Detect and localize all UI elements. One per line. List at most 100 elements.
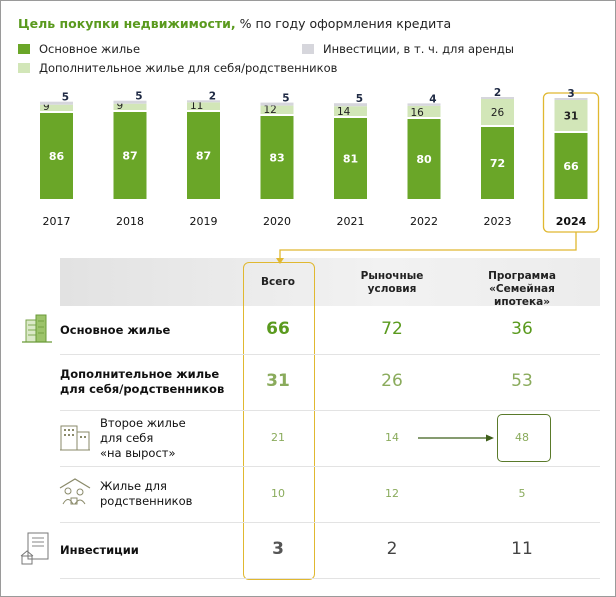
- bar-main-2021: [334, 118, 367, 199]
- highlight-total-column: [243, 262, 315, 580]
- bar-label-additional-2018: 9: [117, 100, 124, 112]
- table-cell: 48: [515, 430, 529, 444]
- table-cell: 26: [381, 370, 403, 391]
- legend-swatch-additional: [18, 63, 30, 73]
- x-tick-2021: 2021: [337, 215, 365, 228]
- bar-investments-2018: [113, 100, 147, 104]
- bar-additional-2024: [554, 100, 588, 131]
- row-label: Жилье для родственников: [100, 479, 193, 508]
- bar-label-main-2024: 66: [563, 160, 579, 173]
- legend-label-main: Основное жилье: [39, 42, 141, 56]
- x-tick-2024: 2024: [556, 215, 587, 228]
- bar-investments-2020: [260, 102, 294, 106]
- bar-main-2020: [260, 116, 294, 199]
- bar-investments-2021: [334, 103, 367, 107]
- bar-label-investments-2022: 4: [429, 93, 436, 105]
- apartment-block-icon: [58, 420, 92, 456]
- table-cell: 66: [266, 318, 290, 339]
- row-label: Инвестиции: [60, 542, 139, 557]
- x-tick-2020: 2020: [263, 215, 291, 228]
- contract-house-icon: [18, 530, 52, 570]
- table-cell: 53: [511, 370, 533, 391]
- legend-item-main-housing: Основное жилье: [18, 42, 140, 56]
- bar-label-additional-2019: 11: [190, 100, 203, 112]
- row-label: Второе жилье для себя «на вырост»: [100, 415, 186, 460]
- table-cell: 72: [381, 318, 403, 339]
- legend-item-additional-housing: Дополнительное жилье для себя/родственни…: [18, 61, 337, 75]
- x-tick-2018: 2018: [116, 215, 144, 228]
- bar-main-2019: [187, 112, 220, 199]
- table-cell: 10: [271, 486, 285, 500]
- column-header-1: Рыночные условия: [360, 270, 424, 295]
- column-header-2: Программа «Семейная ипотека»: [488, 270, 556, 308]
- bar-label-additional-2023: 26: [491, 107, 505, 119]
- table-cell: 5: [518, 486, 526, 500]
- chart-title-rest: % по году оформления кредита: [235, 16, 452, 31]
- table-cell: 31: [266, 370, 290, 391]
- bar-main-2022: [407, 119, 441, 199]
- bar-label-main-2021: 81: [343, 153, 358, 166]
- x-tick-2017: 2017: [43, 215, 71, 228]
- bar-label-additional-2017: 9: [43, 101, 50, 113]
- table-cell: 2: [386, 538, 398, 559]
- table-cell: 3: [272, 538, 284, 559]
- highlight-box-2024: [542, 92, 600, 233]
- legend-swatch-main: [18, 44, 30, 54]
- row-divider: [60, 578, 600, 579]
- bar-main-2018: [113, 112, 147, 199]
- bar-additional-2017: [40, 104, 73, 111]
- buildings-icon: [20, 312, 54, 348]
- bar-additional-2020: [260, 105, 294, 114]
- x-tick-2023: 2023: [484, 215, 512, 228]
- bar-label-main-2023: 72: [490, 157, 505, 170]
- bar-additional-2019: [187, 102, 220, 110]
- bar-label-additional-2022: 16: [411, 107, 425, 119]
- bar-main-2024: [554, 133, 588, 199]
- legend-label-investments: Инвестиции, в т. ч. для аренды: [323, 42, 514, 56]
- bar-additional-2018: [113, 103, 147, 110]
- row-divider: [60, 354, 600, 355]
- bar-investments-2019: [187, 100, 220, 103]
- table-header-band: [60, 258, 600, 306]
- legend-swatch-investments: [302, 44, 314, 54]
- row-divider: [60, 522, 600, 523]
- bar-label-main-2020: 83: [269, 152, 284, 165]
- chart-title-accent: Цель покупки недвижимости,: [18, 16, 236, 31]
- table-cell: 21: [271, 430, 285, 444]
- bar-additional-2023: [481, 99, 514, 125]
- connector-arrow: [276, 232, 577, 264]
- bar-main-2017: [40, 113, 73, 199]
- legend-label-additional: Дополнительное жилье для себя/родственни…: [39, 61, 338, 75]
- bar-additional-2021: [334, 106, 367, 116]
- bar-label-additional-2024: 31: [564, 111, 579, 123]
- bar-investments-2024: [554, 98, 588, 100]
- bar-label-main-2017: 86: [49, 150, 65, 163]
- chart-title: Цель покупки недвижимости, % по году офо…: [18, 16, 451, 31]
- row-label: Дополнительное жилье для себя/родственни…: [60, 367, 225, 396]
- bar-label-main-2022: 80: [416, 153, 432, 166]
- family-house-icon: [58, 476, 92, 512]
- column-header-0: Всего: [260, 276, 296, 288]
- legend-item-investments: Инвестиции, в т. ч. для аренды: [302, 42, 514, 56]
- x-tick-2019: 2019: [190, 215, 218, 228]
- bar-label-investments-2021: 5: [356, 93, 363, 105]
- table-cell: 36: [511, 318, 533, 339]
- row-label: Основное жилье: [60, 322, 171, 337]
- row-divider: [60, 466, 600, 467]
- bar-label-investments-2017: 5: [62, 92, 69, 104]
- bar-label-main-2019: 87: [196, 150, 211, 163]
- highlight-box-48: [497, 414, 551, 462]
- bar-investments-2023: [481, 97, 514, 99]
- bar-label-investments-2024: 3: [567, 88, 574, 100]
- bar-label-investments-2023: 2: [494, 87, 501, 99]
- bar-label-additional-2020: 12: [264, 104, 277, 116]
- bar-additional-2022: [407, 105, 441, 117]
- bar-investments-2022: [407, 103, 441, 106]
- stacked-bar-chart: 8695201787952018871122019831252020811452…: [40, 87, 600, 233]
- bar-label-main-2018: 87: [122, 150, 137, 163]
- table-cell: 12: [385, 486, 399, 500]
- bar-investments-2017: [40, 101, 73, 105]
- x-tick-2022: 2022: [410, 215, 438, 228]
- bar-label-investments-2019: 2: [209, 90, 216, 102]
- table-cell: 11: [511, 538, 533, 559]
